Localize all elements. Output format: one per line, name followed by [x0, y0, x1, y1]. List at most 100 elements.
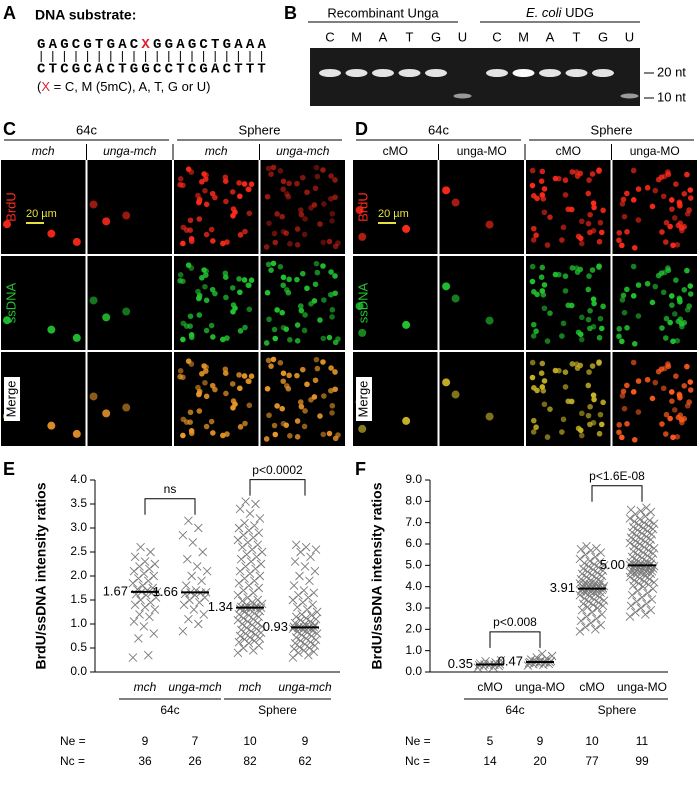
nucleus [302, 216, 308, 222]
micrograph [87, 160, 172, 254]
y-tick-label: 3.0 [70, 520, 87, 534]
data-point [311, 545, 321, 554]
data-point [629, 575, 639, 585]
nucleus [565, 302, 572, 309]
nucleus [246, 378, 252, 385]
data-point [292, 602, 302, 612]
nucleus [294, 418, 301, 424]
data-point [199, 610, 209, 619]
nucleus [223, 198, 229, 205]
nucleus [312, 377, 319, 384]
data-point [185, 595, 194, 605]
nucleus [328, 269, 334, 275]
data-point [649, 543, 659, 553]
data-point [251, 630, 260, 639]
nucleus [223, 390, 229, 397]
nucleus [589, 363, 596, 369]
top-strand: GAGCGTGACXGGAGCTGAAA [37, 37, 269, 53]
nucleus [195, 288, 201, 295]
data-point [149, 629, 159, 638]
data-point [592, 573, 601, 583]
nucleus [531, 289, 537, 295]
nucleus [332, 177, 338, 183]
data-point [637, 593, 647, 602]
nucleus [530, 321, 537, 328]
nucleus [203, 272, 209, 278]
nucleus [332, 386, 338, 393]
nucleus [529, 278, 536, 285]
significance-label: p<0.0002 [252, 463, 303, 477]
nucleus [620, 388, 627, 395]
count: 9 [537, 734, 544, 748]
data-point [136, 542, 145, 552]
data-point [592, 614, 601, 623]
data-point [590, 552, 600, 562]
nucleus [320, 239, 327, 246]
data-point [593, 603, 602, 613]
nucleus [264, 193, 271, 200]
y-tick-label: 1.0 [405, 643, 422, 657]
median-label: 1.66 [153, 584, 178, 599]
nucleus [661, 269, 668, 276]
nucleus [187, 323, 193, 329]
data-point [233, 648, 243, 658]
nucleus [529, 359, 536, 366]
nucleus [355, 302, 364, 311]
nucleus [287, 337, 293, 343]
nucleus [590, 419, 597, 426]
row-label: ssDNA [355, 282, 370, 323]
nucleus [185, 358, 192, 364]
data-point [648, 549, 658, 558]
nucleus [220, 432, 226, 439]
nucleus [311, 298, 318, 304]
nucleus [320, 431, 327, 438]
nucleus [89, 392, 98, 401]
x-tick-label: unga-MO [515, 680, 565, 694]
nucleus [320, 359, 326, 365]
gel-band [319, 69, 341, 77]
data-point [589, 595, 599, 604]
nucleus [301, 327, 308, 334]
nucleus [320, 263, 326, 269]
nucleus [681, 287, 688, 293]
lane-label: M [518, 29, 529, 44]
nucleus [541, 186, 548, 192]
nucleus [616, 429, 622, 436]
nucleus [539, 288, 546, 294]
nucleus [332, 435, 339, 442]
nucleus [621, 405, 628, 412]
nucleus [180, 432, 186, 439]
nucleus [246, 210, 253, 217]
data-point [244, 526, 254, 535]
nucleus [661, 173, 668, 180]
lane-label: M [351, 29, 362, 44]
nucleus [659, 421, 665, 427]
count: 26 [188, 754, 202, 768]
nucleus [72, 333, 81, 342]
nucleus [451, 294, 460, 303]
data-point [253, 595, 263, 605]
nucleus [686, 303, 692, 309]
nucleus [544, 338, 551, 344]
nucleus [210, 238, 216, 244]
lane-label: A [379, 29, 388, 44]
x-tick-label: unga-mch [278, 680, 332, 694]
data-point [647, 530, 657, 539]
nucleus [539, 168, 546, 175]
nucleus [237, 232, 244, 238]
data-point [244, 581, 254, 590]
data-point [646, 605, 656, 615]
nucleus [589, 171, 596, 177]
gel-band [486, 69, 508, 77]
data-point [597, 610, 607, 619]
data-point [537, 649, 547, 659]
nucleus [274, 307, 280, 313]
nucleus [665, 169, 671, 175]
nucleus [687, 187, 694, 193]
nucleus [329, 314, 335, 320]
nucleus [579, 410, 585, 417]
nucleus [321, 393, 327, 399]
micrograph [1, 160, 86, 254]
y-axis-title: BrdU/ssDNA intensity ratios [33, 482, 49, 669]
y-tick-label: 9.0 [405, 472, 422, 486]
